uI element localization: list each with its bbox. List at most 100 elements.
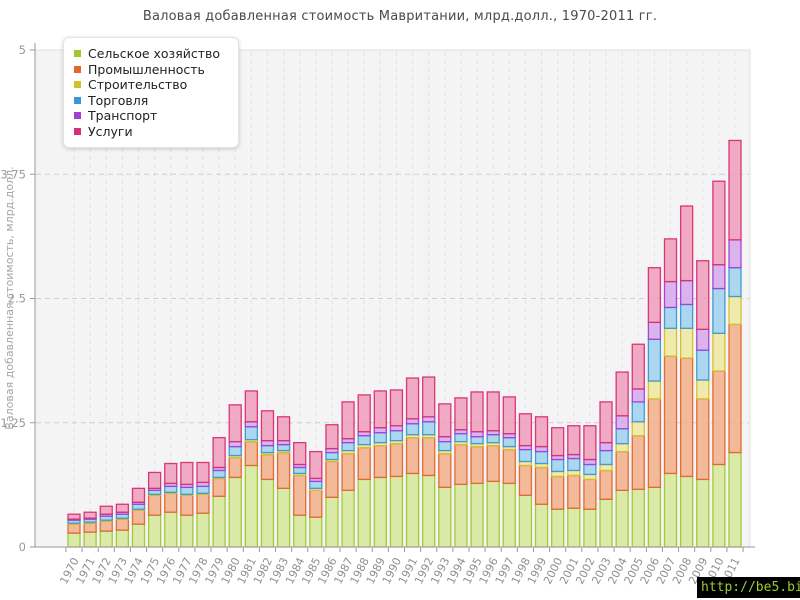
bar-segment[interactable] xyxy=(438,440,452,452)
bar-segment[interactable] xyxy=(115,503,130,513)
bar-segment[interactable] xyxy=(679,357,694,478)
bar-segment[interactable] xyxy=(164,462,178,485)
bar-segment[interactable] xyxy=(534,416,549,448)
bar-segment[interactable] xyxy=(551,508,565,548)
bar-segment[interactable] xyxy=(647,398,662,489)
bar-segment[interactable] xyxy=(679,475,694,548)
bar-segment[interactable] xyxy=(696,398,710,481)
bar-segment[interactable] xyxy=(486,391,500,432)
bar-segment[interactable] xyxy=(67,513,81,520)
bar-segment[interactable] xyxy=(631,343,645,390)
bar-segment[interactable] xyxy=(728,295,742,325)
bar-segment[interactable] xyxy=(260,439,275,447)
bar-segment[interactable] xyxy=(599,463,613,472)
bar-segment[interactable] xyxy=(534,450,549,465)
bar-segment[interactable] xyxy=(180,486,194,495)
bar-segment[interactable] xyxy=(567,474,581,509)
bar-segment[interactable] xyxy=(244,440,258,467)
bar-segment[interactable] xyxy=(663,238,678,283)
bar-segment[interactable] xyxy=(599,469,613,500)
bar-segment[interactable] xyxy=(83,522,97,533)
bar-segment[interactable] xyxy=(276,487,291,548)
bar-segment[interactable] xyxy=(389,442,404,478)
bar-segment[interactable] xyxy=(470,445,484,485)
bar-segment[interactable] xyxy=(728,451,742,548)
bar-segment[interactable] xyxy=(357,446,371,481)
bar-segment[interactable] xyxy=(83,511,97,519)
bar-segment[interactable] xyxy=(357,435,371,446)
bar-segment[interactable] xyxy=(212,495,226,548)
legend-item[interactable]: Услуги xyxy=(74,124,222,140)
bar-segment[interactable] xyxy=(164,492,178,513)
legend-item[interactable]: Транспорт xyxy=(74,108,222,124)
bar-segment[interactable] xyxy=(309,480,323,490)
bar-segment[interactable] xyxy=(615,450,629,491)
bar-segment[interactable] xyxy=(551,427,565,457)
bar-segment[interactable] xyxy=(486,480,500,548)
bar-segment[interactable] xyxy=(502,396,516,435)
bar-segment[interactable] xyxy=(67,532,81,548)
bar-segment[interactable] xyxy=(260,478,275,548)
bar-segment[interactable] xyxy=(486,434,500,444)
bar-segment[interactable] xyxy=(228,456,242,479)
bar-segment[interactable] xyxy=(583,508,597,548)
bar-segment[interactable] xyxy=(276,416,291,442)
bar-segment[interactable] xyxy=(583,463,597,476)
bar-segment[interactable] xyxy=(712,370,726,466)
bar-segment[interactable] xyxy=(260,410,275,442)
bar-segment[interactable] xyxy=(631,421,645,437)
bar-segment[interactable] xyxy=(438,486,452,548)
legend-item[interactable]: Сельское хозяйство xyxy=(74,46,222,62)
bar-segment[interactable] xyxy=(663,355,678,475)
legend-item[interactable]: Торговля xyxy=(74,93,222,109)
bar-segment[interactable] xyxy=(599,401,613,444)
bar-segment[interactable] xyxy=(164,511,178,548)
bar-segment[interactable] xyxy=(389,389,404,427)
bar-segment[interactable] xyxy=(373,390,387,429)
bar-segment[interactable] xyxy=(357,394,371,433)
bar-segment[interactable] xyxy=(309,516,323,548)
bar-segment[interactable] xyxy=(67,523,81,534)
bar-segment[interactable] xyxy=(244,421,258,428)
bar-segment[interactable] xyxy=(567,469,581,477)
bar-segment[interactable] xyxy=(244,426,258,441)
bar-segment[interactable] xyxy=(260,453,275,481)
bar-segment[interactable] xyxy=(357,478,371,548)
bar-segment[interactable] xyxy=(228,445,242,457)
bar-segment[interactable] xyxy=(293,466,307,475)
bar-segment[interactable] xyxy=(728,323,742,454)
bar-segment[interactable] xyxy=(228,404,242,443)
bar-segment[interactable] xyxy=(696,478,710,548)
bar-segment[interactable] xyxy=(260,444,275,454)
bar-segment[interactable] xyxy=(454,433,468,443)
bar-segment[interactable] xyxy=(502,482,516,548)
bar-segment[interactable] xyxy=(470,431,484,438)
bar-segment[interactable] xyxy=(567,457,581,472)
bar-segment[interactable] xyxy=(131,509,146,525)
bar-segment[interactable] xyxy=(583,458,597,466)
bar-segment[interactable] xyxy=(518,494,533,548)
bar-segment[interactable] xyxy=(293,474,307,516)
bar-segment[interactable] xyxy=(663,280,678,309)
bar-segment[interactable] xyxy=(180,514,194,548)
bar-segment[interactable] xyxy=(422,474,436,548)
bar-segment[interactable] xyxy=(663,306,678,329)
bar-segment[interactable] xyxy=(99,520,113,532)
bar-segment[interactable] xyxy=(389,430,404,442)
bar-segment[interactable] xyxy=(276,451,291,490)
bar-segment[interactable] xyxy=(325,424,339,450)
bar-segment[interactable] xyxy=(422,416,436,423)
bar-segment[interactable] xyxy=(454,443,468,486)
bar-segment[interactable] xyxy=(583,473,597,481)
bar-segment[interactable] xyxy=(567,507,581,548)
bar-segment[interactable] xyxy=(663,472,678,548)
bar-segment[interactable] xyxy=(212,437,226,469)
bar-segment[interactable] xyxy=(293,514,307,548)
bar-segment[interactable] xyxy=(696,379,710,400)
bar-segment[interactable] xyxy=(454,397,468,431)
bar-segment[interactable] xyxy=(212,469,226,479)
bar-segment[interactable] xyxy=(228,440,242,448)
bar-segment[interactable] xyxy=(373,427,387,434)
bar-segment[interactable] xyxy=(438,452,452,489)
watermark-link[interactable]: http://be5.biz/ xyxy=(697,577,800,598)
